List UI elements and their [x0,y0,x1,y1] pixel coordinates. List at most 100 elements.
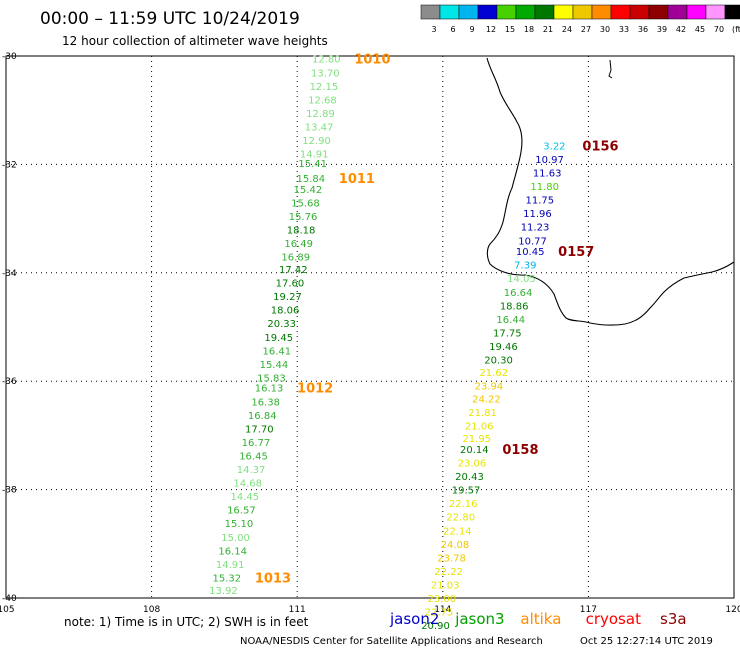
satellite-legend-item: s3a [660,610,687,628]
swh-value: 19.57 [452,486,481,497]
pass-time-label: 1011 [339,172,375,187]
satellite-legend-item: cryosat [586,610,641,628]
swh-value: 13.47 [305,122,334,133]
swh-value: 11.23 [521,223,550,234]
swh-value: 15.68 [291,198,320,209]
swh-value: 17.42 [279,265,308,276]
scale-label: 27 [581,25,591,34]
scale-label: 6 [450,25,455,34]
scale-label: 3 [431,25,436,34]
swh-value: 14.91 [216,560,245,571]
scale-label: 24 [562,25,572,34]
track-group: 16.13 16.38 16.84 17.70 16.77 16.45 14.37 14.68… [216,382,333,571]
y-tick-label: -36 [2,377,17,387]
track-group: 20.14 23.06 20.43 19.57 22.16 22.80 22.14 24.08… [421,443,538,632]
swh-value: 16.14 [218,546,247,557]
swh-value: 15.44 [260,360,289,371]
swh-value: 18.06 [271,306,300,317]
y-tick-label: -38 [2,486,17,496]
y-tick-label: -30 [2,52,17,62]
swh-value: 7.39 [514,261,536,272]
scale-swatch [515,4,536,20]
scale-label: 21 [543,25,553,34]
x-tick-label: 114 [434,605,451,615]
swh-value: 12.89 [306,109,335,120]
x-tick-label: 105 [0,605,15,615]
swh-value: 19.46 [489,342,518,353]
scale-label: 33 [619,25,629,34]
swh-value: 20.43 [455,472,484,483]
scale-swatch [477,4,498,20]
scale-swatch [686,4,707,20]
swh-value: 17.60 [276,279,305,290]
scale-swatch [553,4,574,20]
swh-value: 14.45 [230,492,259,503]
x-tick-label: 120 [725,605,740,615]
scale-label: 42 [676,25,686,34]
swh-value: 16.13 [255,384,284,395]
pass-time-label: 0158 [502,443,538,458]
swh-value: 15.84 [296,174,325,185]
swh-value: 15.83 [257,373,286,384]
swh-value: 10.77 [518,236,547,247]
swh-value: 16.84 [248,411,277,422]
generated-timestamp: Oct 25 12:27:14 UTC 2019 [580,636,713,647]
swh-value: 11.75 [526,196,555,207]
swh-value: 10.45 [516,247,545,258]
satellite-legend-item: altika [520,610,561,628]
swh-value: 23.00 [428,594,457,605]
lat-lon-grid [6,56,734,598]
swh-value: 22.14 [443,526,472,537]
x-tick-label: 117 [580,605,597,615]
swh-value: 16.45 [239,451,268,462]
swh-value: 15.76 [289,212,318,223]
swh-value: 20.33 [267,319,296,330]
swh-value: 22.22 [434,567,463,578]
scale-swatch [648,4,669,20]
swh-value: 12.15 [310,82,339,93]
credit-line: NOAA/NESDIS Center for Satellite Applica… [240,636,543,647]
coastline-inlet [608,59,613,79]
swh-value: 17.70 [245,424,274,435]
swh-value: 21.95 [462,434,491,445]
swh-value: 21.81 [468,408,497,419]
scale-label: (ft) [732,25,740,34]
y-tick-label: -40 [2,594,17,604]
scale-label: 15 [505,25,515,34]
scale-label: 70 [714,25,724,34]
swh-value: 16.38 [251,397,280,408]
scale-swatch [534,4,555,20]
track-group: 3.22 10.97 11.63 11.80 11.75 11.96 11.23 10.77 0… [518,139,618,247]
swh-value: 14.37 [237,465,266,476]
swh-value: 14.91 [300,150,329,161]
scale-swatch [724,4,740,20]
swh-value: 24.22 [472,395,501,406]
swh-value: 20.30 [484,356,513,367]
swh-value: 16.64 [504,288,533,299]
swh-value: 21.62 [479,368,508,379]
map-border [5,55,735,599]
swh-value: 16.89 [281,253,310,264]
swh-value: 23.78 [437,553,466,564]
swh-value: 15.41 [298,159,327,170]
map-title: 00:00 – 11:59 UTC 10/24/2019 [40,9,300,29]
pass-time-label: 0156 [582,139,618,154]
swh-value: 22.16 [449,499,478,510]
satellite-legend-item: jason2 [389,610,439,628]
x-tick-label: 108 [143,605,160,615]
pass-time-label: 0157 [558,245,594,260]
swh-value: 12.90 [302,136,331,147]
swh-value: 16.57 [227,506,256,517]
scale-swatch [458,4,479,20]
swh-value: 16.44 [496,315,525,326]
pass-time-label: 1012 [297,382,333,397]
track-group: 10.45 7.39 14.05 16.64 18.86 16.44 17.75 19.46 2… [462,245,594,445]
swh-value: 15.00 [221,533,250,544]
swh-value: 14.05 [507,274,536,285]
track-group: 15.32 13.92 1013 [209,571,291,596]
swh-value: 23.94 [475,382,504,393]
scale-label: 30 [600,25,610,34]
